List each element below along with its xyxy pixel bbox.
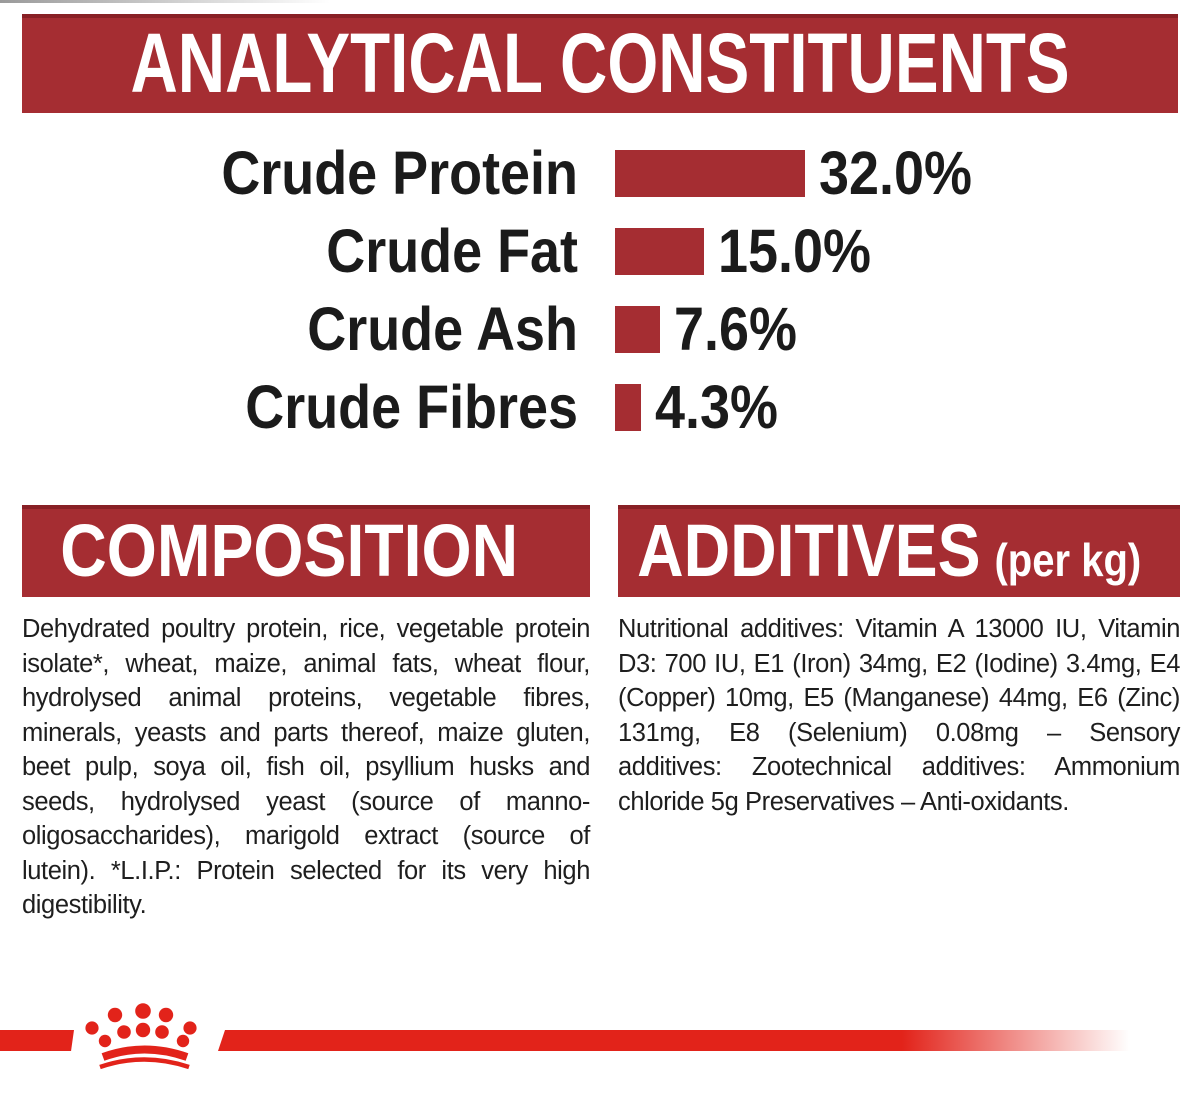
chart-row: Crude Fat 15.0% [0, 212, 1200, 290]
chart-category-label: Crude Fat [326, 216, 578, 286]
additives-banner: ADDITIVES (per kg) [618, 505, 1180, 597]
chart-row: Crude Ash 7.6% [0, 290, 1200, 368]
chart-bar [615, 305, 661, 353]
chart-row: Crude Fibres 4.3% [0, 368, 1200, 446]
chart-row: Crude Protein 32.0% [0, 134, 1200, 212]
chart-value-label: 32.0% [819, 138, 973, 208]
chart-category-label: Crude Fibres [245, 372, 578, 442]
top-edge-line [0, 0, 330, 3]
chart-category-label: Crude Protein [221, 138, 578, 208]
additives-title-suffix: (per kg) [994, 534, 1142, 586]
additives-title: ADDITIVES (per kg) [618, 505, 1141, 597]
chart-bar [615, 383, 641, 431]
composition-title: COMPOSITION [22, 505, 518, 597]
additives-body-text: Nutritional additives: Vitamin A 13000 I… [618, 615, 1180, 816]
chart-value-label: 15.0% [718, 216, 872, 286]
composition-body-text: Dehydrated poultry protein, rice, vegeta… [22, 615, 590, 919]
additives-section: ADDITIVES (per kg) Nutritional additives… [618, 505, 1180, 819]
additives-title-text: ADDITIVES [637, 509, 981, 592]
chart-value-label: 4.3% [654, 372, 778, 442]
chart-bar [615, 227, 705, 275]
composition-title-text: COMPOSITION [60, 509, 519, 592]
analytical-constituents-banner: ANALYTICAL CONSTITUENTS [22, 14, 1178, 113]
royal-canin-crown-icon [85, 1003, 197, 1070]
footer-stripe-left [0, 1030, 74, 1051]
composition-banner: COMPOSITION [22, 505, 590, 597]
composition-section: COMPOSITION Dehydrated poultry protein, … [22, 505, 590, 923]
analytical-chart: Crude Protein 32.0% Crude Fat 15.0% Crude As… [0, 134, 1200, 446]
analytical-constituents-title: ANALYTICAL CONSTITUENTS [130, 16, 1070, 110]
chart-bar [615, 149, 806, 197]
chart-value-label: 7.6% [674, 294, 798, 364]
footer-stripe-right [218, 1030, 1130, 1051]
chart-category-label: Crude Ash [307, 294, 578, 364]
